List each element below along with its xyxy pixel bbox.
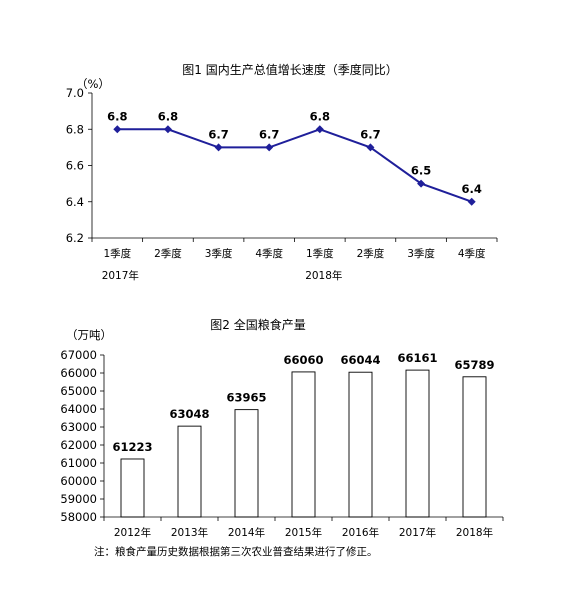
chart1-x-tick-label: 3季度 <box>407 247 435 260</box>
chart2-y-tick-label: 60000 <box>60 474 97 488</box>
chart2-data-label: 65789 <box>454 358 494 372</box>
chart1-x-tick-label: 4季度 <box>255 247 283 260</box>
chart2-y-tick-label: 65000 <box>60 384 97 398</box>
chart1-y-unit: （%） <box>76 77 110 91</box>
chart1-y-tick-label: 7.0 <box>66 86 84 100</box>
chart1-point <box>265 143 274 152</box>
chart2-title: 图2 全国粮食产量 <box>210 317 305 332</box>
chart2-bar <box>177 425 202 518</box>
chart1-series: 6.8 6.8 6.7 6.7 6.8 6.7 6.5 6.4 <box>107 109 482 206</box>
chart2-data-label: 63965 <box>226 391 266 405</box>
grain-output-chart: 图2 全国粮食产量 （万吨） 67000 66000 65000 64000 63000… <box>60 317 504 558</box>
chart1-y-axis: 7.0 6.8 6.6 6.4 6.2 <box>66 86 93 245</box>
chart1-data-label: 6.7 <box>208 127 228 141</box>
chart1-point <box>467 197 476 206</box>
chart2-x-tick-label: 2018年 <box>456 526 493 539</box>
chart2-y-tick-label: 59000 <box>60 492 97 506</box>
chart1-title: 图1 国内生产总值增长速度（季度同比） <box>182 62 397 77</box>
chart1-point <box>366 143 375 152</box>
chart2-bars: 61223 63048 63965 66060 66044 66161 65789 <box>112 351 495 518</box>
chart1-point <box>315 125 324 134</box>
chart2-y-tick-label: 63000 <box>60 420 97 434</box>
chart1-x-tick-label: 3季度 <box>205 247 233 260</box>
chart2-x-axis: 2012年 2013年 2014年 2015年 2016年 2017年 2018年 <box>103 516 504 539</box>
chart1-data-label: 6.7 <box>259 127 279 141</box>
chart1-y-tick-label: 6.8 <box>66 122 84 136</box>
chart1-data-label: 6.8 <box>310 109 330 123</box>
chart2-bar <box>234 409 259 518</box>
chart1-x-tick-label: 2季度 <box>154 247 182 260</box>
chart2-y-tick-label: 67000 <box>60 348 97 362</box>
chart1-x-tick-label: 1季度 <box>103 247 131 260</box>
chart1-data-label: 6.8 <box>107 109 127 123</box>
chart1-data-label: 6.7 <box>360 127 380 141</box>
chart2-bar <box>120 458 145 518</box>
chart2-bar <box>348 371 373 518</box>
chart1-group-label: 2017年 <box>102 269 139 282</box>
chart2-y-axis: 67000 66000 65000 64000 63000 62000 61000 60000… <box>60 348 105 524</box>
chart1-x-tick-label: 1季度 <box>306 247 334 260</box>
chart1-y-tick-label: 6.6 <box>66 159 84 173</box>
chart2-y-tick-label: 58000 <box>60 510 97 524</box>
chart2-x-tick-label: 2014年 <box>228 526 265 539</box>
chart2-y-tick-label: 62000 <box>60 438 97 452</box>
chart1-data-label: 6.4 <box>462 182 482 196</box>
chart2-data-label: 66161 <box>397 351 437 365</box>
chart1-y-tick-label: 6.2 <box>66 231 84 245</box>
chart2-data-label: 66060 <box>283 353 323 367</box>
chart2-x-tick-label: 2015年 <box>285 526 322 539</box>
chart2-x-tick-label: 2013年 <box>171 526 208 539</box>
chart1-x-tick-label: 2季度 <box>357 247 385 260</box>
chart1-data-label: 6.5 <box>411 164 431 178</box>
chart1-point <box>163 125 172 134</box>
chart1-data-label: 6.8 <box>158 109 178 123</box>
chart2-y-tick-label: 61000 <box>60 456 97 470</box>
chart2-bar <box>462 376 487 518</box>
chart2-x-tick-label: 2016年 <box>342 526 379 539</box>
chart1-point <box>417 179 426 188</box>
chart1-x-axis: 1季度 2季度 3季度 4季度 1季度 2季度 3季度 4季度 2017年 2018年 <box>91 237 498 282</box>
chart2-y-tick-label: 64000 <box>60 402 97 416</box>
chart2-note: 注：粮食产量历史数据根据第三次农业普查结果进行了修正。 <box>94 545 378 558</box>
chart2-y-tick-label: 66000 <box>60 366 97 380</box>
chart2-data-label: 66044 <box>340 353 380 367</box>
chart1-point <box>214 143 223 152</box>
chart1-x-tick-label: 4季度 <box>458 247 486 260</box>
chart2-data-label: 61223 <box>112 440 152 454</box>
chart2-x-tick-label: 2012年 <box>114 526 151 539</box>
chart2-y-unit: （万吨） <box>66 328 112 342</box>
chart2-x-tick-label: 2017年 <box>399 526 436 539</box>
chart1-y-tick-label: 6.4 <box>66 195 84 209</box>
chart2-data-label: 63048 <box>169 407 209 421</box>
chart1-series-line <box>117 128 473 203</box>
gdp-growth-chart: 图1 国内生产总值增长速度（季度同比） （%） 7.06.86.66.46.2 … <box>66 62 498 282</box>
chart2-bar <box>291 371 316 518</box>
chart1-group-label: 2018年 <box>305 269 342 282</box>
chart1-point <box>113 125 122 134</box>
chart2-bar <box>405 369 430 518</box>
